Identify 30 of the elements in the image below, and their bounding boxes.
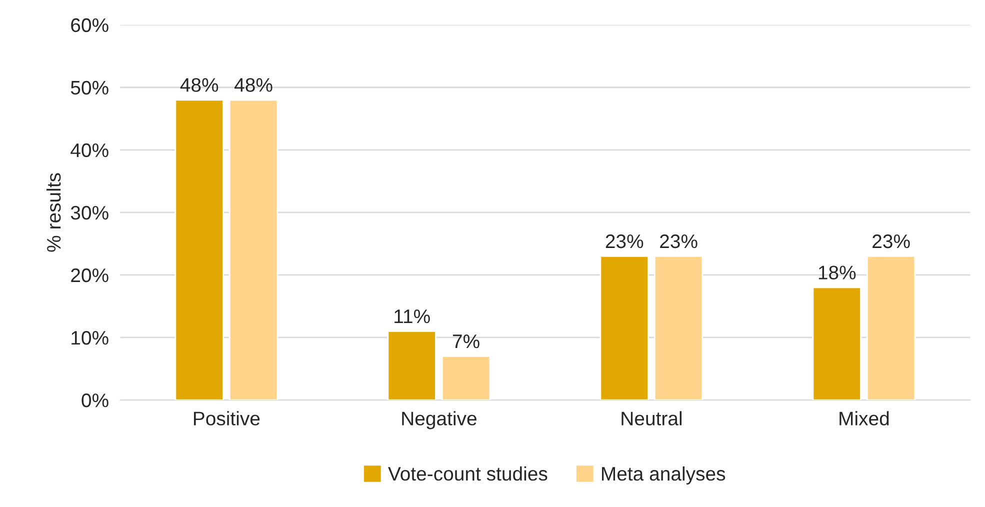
data-label: 23% [872, 234, 910, 248]
data-label: 48% [180, 78, 218, 92]
data-label: 23% [606, 234, 644, 248]
y-tick-label: 0% [82, 393, 108, 408]
legend-label: Vote-count studies [388, 466, 548, 481]
x-tick-label: Mixed [840, 411, 889, 426]
bar [866, 256, 916, 400]
bar [174, 99, 224, 400]
data-label: 48% [234, 78, 272, 92]
y-tick-label: 40% [70, 143, 108, 158]
data-label: 23% [660, 234, 698, 248]
legend-label: Meta analyses [602, 466, 726, 485]
bar [441, 356, 491, 400]
y-tick-label: 50% [70, 80, 108, 95]
bar [228, 99, 278, 400]
y-tick-label: 60% [71, 18, 108, 32]
bar [654, 256, 704, 400]
x-tick-label: Negative [402, 411, 476, 430]
bar [387, 330, 436, 400]
bar [812, 286, 862, 400]
x-tick-label: Positive [194, 411, 260, 426]
x-tick-label: Neutral [622, 411, 682, 426]
data-label: 18% [818, 266, 856, 280]
y-tick-label: 30% [70, 206, 108, 220]
y-axis-title: % results [46, 173, 61, 252]
y-tick-label: 20% [71, 268, 108, 282]
bar [600, 256, 649, 400]
y-tick-label: 10% [72, 330, 108, 345]
data-label: 11% [394, 310, 430, 324]
data-label: 7% [452, 334, 480, 348]
